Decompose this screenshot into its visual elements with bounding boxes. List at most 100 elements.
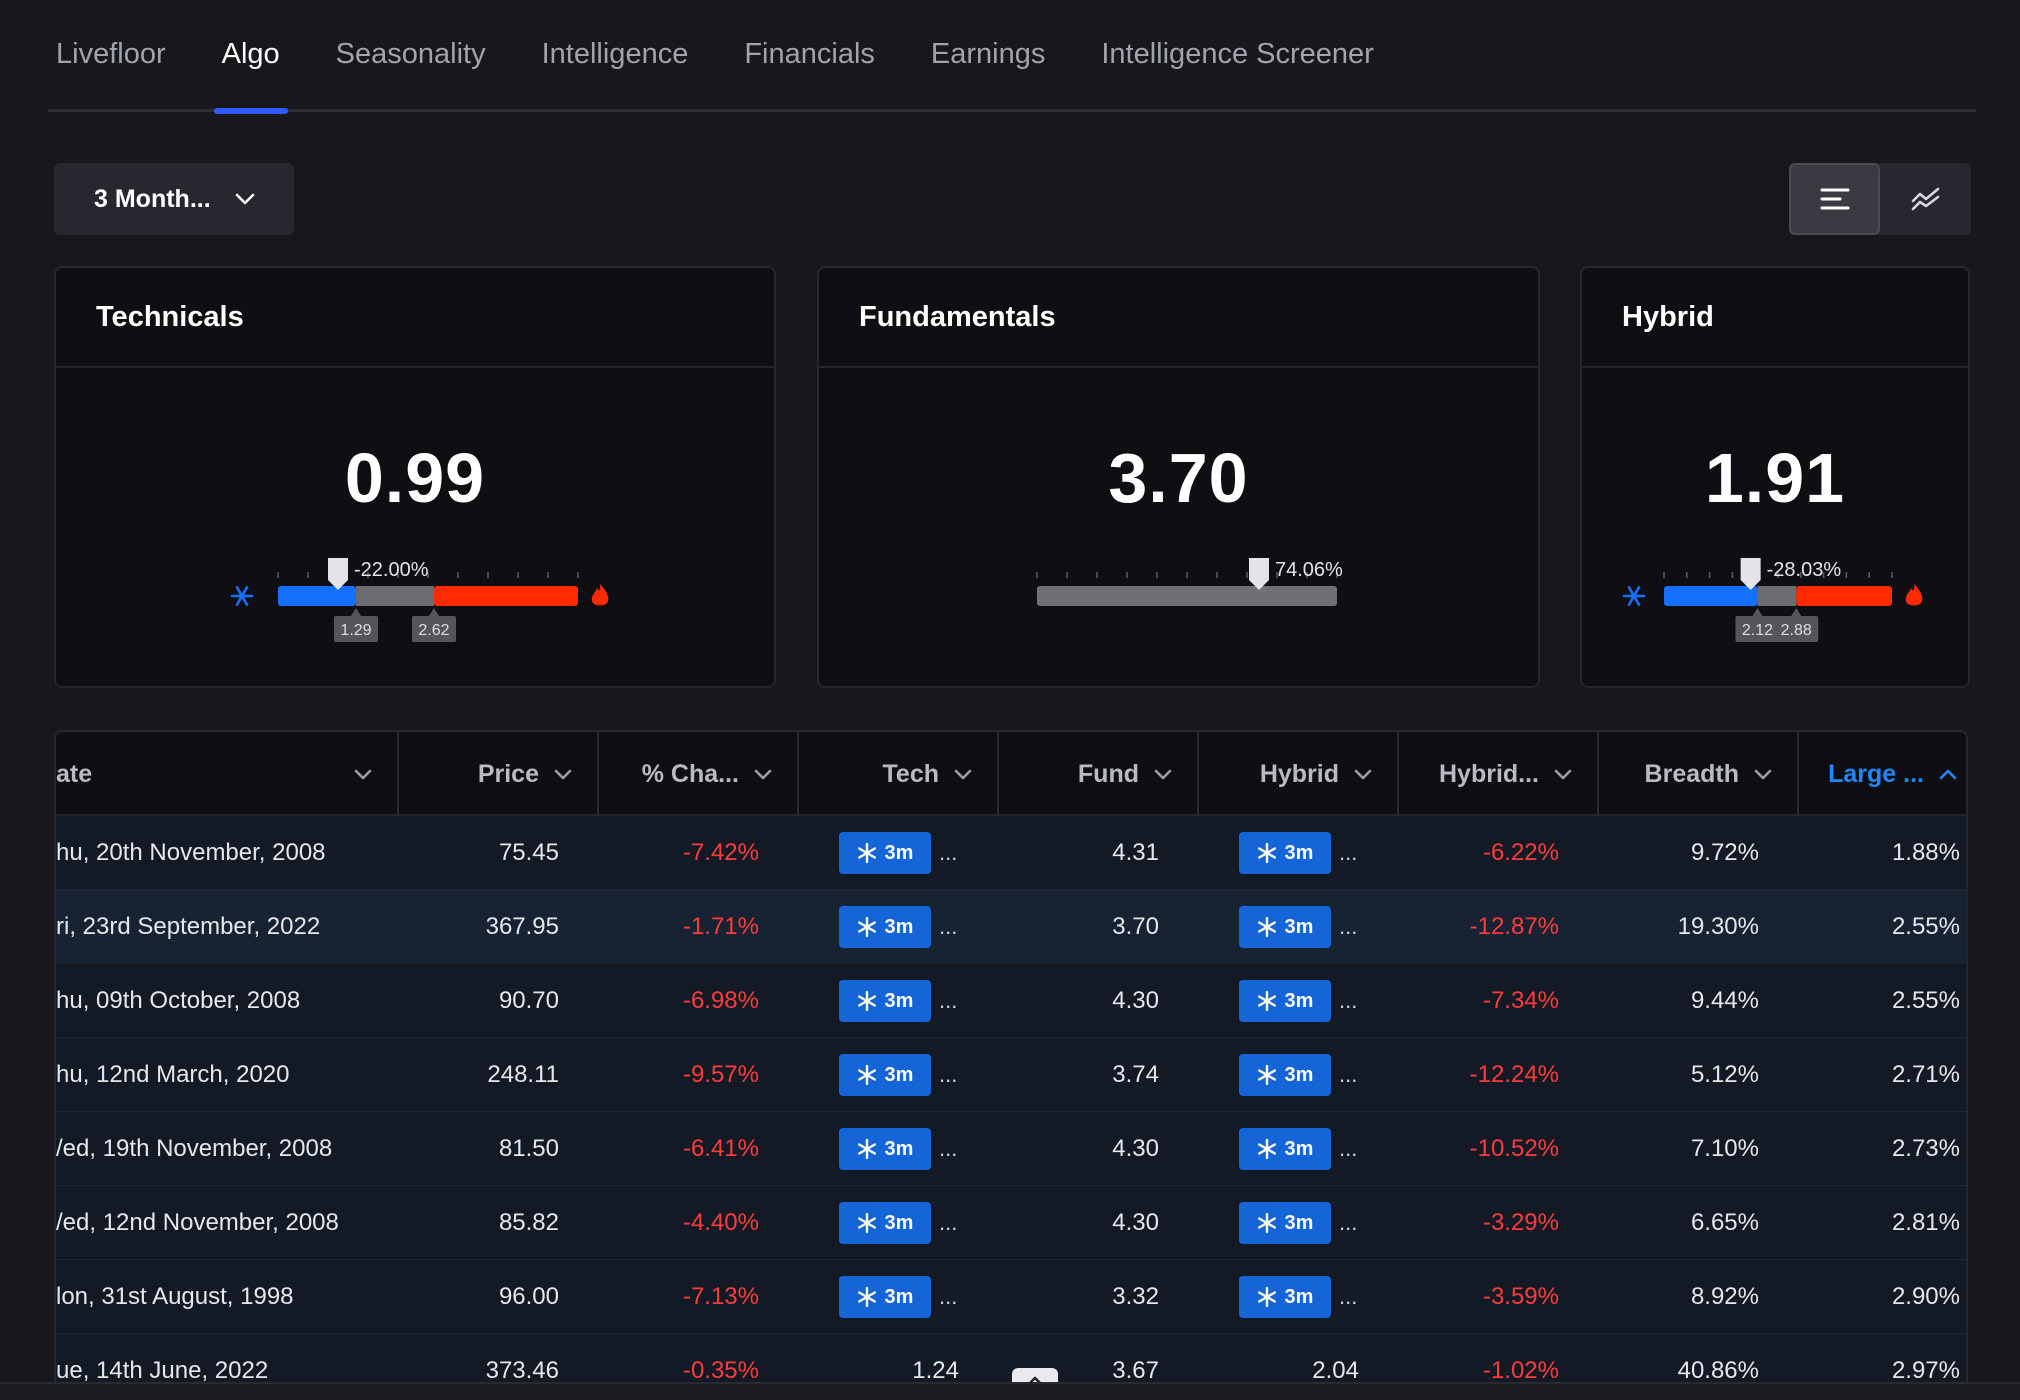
cell-price: 85.82 — [498, 1209, 559, 1236]
more-ellipsis[interactable]: ... — [939, 1136, 958, 1161]
cell-large: 2.81% — [1891, 1209, 1960, 1236]
more-ellipsis[interactable]: ... — [939, 914, 958, 939]
column-header-label: Hybrid — [1259, 759, 1339, 788]
cell-date: hu, 20th November, 2008 — [56, 839, 326, 866]
table-row[interactable]: ue, 14th June, 2022 373.46 -0.35% 1.24 3.67 2… — [56, 1334, 1966, 1398]
hybrid-title: Hybrid — [1582, 268, 1968, 368]
list-view-button[interactable] — [1789, 163, 1880, 235]
gauge-pointer — [1249, 558, 1269, 590]
chevron-down-icon — [1154, 769, 1172, 780]
table-row[interactable]: ri, 23rd September, 2022 367.95 -1.71% 3m..… — [56, 890, 1966, 964]
column-header-hybrid-pct[interactable]: Hybrid... — [1399, 732, 1599, 816]
view-mode-toggle — [1789, 163, 1971, 235]
tab-financials[interactable]: Financials — [744, 38, 875, 70]
chevron-down-icon — [354, 769, 372, 780]
column-header-large[interactable]: Large ... — [1799, 732, 1966, 816]
cell-large: 2.55% — [1891, 987, 1960, 1014]
table-row[interactable]: hu, 09th October, 2008 90.70 -6.98% 3m... 4.… — [56, 964, 1966, 1038]
hybrid-signal-badge[interactable]: 3m — [1239, 1202, 1331, 1244]
column-header-date[interactable]: ate — [56, 732, 399, 816]
more-ellipsis[interactable]: ... — [939, 840, 958, 865]
tab-intelligence[interactable]: Intelligence — [541, 38, 689, 70]
tech-signal-badge[interactable]: 3m — [839, 980, 931, 1022]
gauge-marker-arrow — [1752, 608, 1763, 616]
column-header-label: Hybrid... — [1438, 759, 1539, 788]
column-header-breadth[interactable]: Breadth — [1599, 732, 1799, 816]
chevron-up-icon — [1939, 769, 1957, 780]
table-row[interactable]: hu, 12nd March, 2020 248.11 -9.57% 3m... 3.7… — [56, 1038, 1966, 1112]
cell-tech: 1.24 — [912, 1357, 959, 1384]
fundamentals-score: 3.70 — [1108, 439, 1249, 517]
hybrid-signal-badge[interactable]: 3m — [1239, 1128, 1331, 1170]
badge-label: 3m — [1284, 1063, 1314, 1086]
chevron-down-icon — [1754, 769, 1772, 780]
period-dropdown[interactable]: 3 Month... — [54, 163, 294, 235]
more-ellipsis[interactable]: ... — [1339, 1210, 1358, 1235]
more-ellipsis[interactable]: ... — [1339, 1062, 1358, 1087]
tech-signal-badge[interactable]: 3m — [839, 906, 931, 948]
more-ellipsis[interactable]: ... — [939, 1284, 958, 1309]
column-header-fund[interactable]: Fund — [999, 732, 1199, 816]
gauge-marker-label: 2.88 — [1781, 622, 1812, 639]
badge-label: 3m — [1284, 915, 1314, 938]
more-ellipsis[interactable]: ... — [1339, 840, 1358, 865]
more-ellipsis[interactable]: ... — [1339, 914, 1358, 939]
gauge-pointer — [328, 558, 348, 590]
more-ellipsis[interactable]: ... — [1339, 1136, 1358, 1161]
badge-label: 3m — [1284, 989, 1314, 1012]
cell-large: 2.55% — [1891, 913, 1960, 940]
tech-signal-badge[interactable]: 3m — [839, 1128, 931, 1170]
gauge-pointer-label: -22.00% — [354, 559, 429, 581]
snowflake-icon — [1257, 1139, 1276, 1159]
column-header-label: Breadth — [1644, 759, 1739, 788]
tech-signal-badge[interactable]: 3m — [839, 832, 931, 874]
more-ellipsis[interactable]: ... — [939, 988, 958, 1013]
gauge-marker-box — [412, 616, 456, 642]
hybrid-signal-badge[interactable]: 3m — [1239, 832, 1331, 874]
tab-seasonality[interactable]: Seasonality — [335, 38, 486, 70]
tab-intelligence-screener[interactable]: Intelligence Screener — [1101, 38, 1374, 70]
table-row[interactable]: hu, 20th November, 2008 75.45 -7.42% 3m... 4… — [56, 816, 1966, 890]
table-row[interactable]: lon, 31st August, 1998 96.00 -7.13% 3m... 3.… — [56, 1260, 1966, 1334]
more-ellipsis[interactable]: ... — [939, 1062, 958, 1087]
column-header-label: ate — [56, 759, 93, 788]
hybrid-signal-badge[interactable]: 3m — [1239, 1054, 1331, 1096]
tab-earnings[interactable]: Earnings — [930, 38, 1046, 70]
hybrid-signal-badge[interactable]: 3m — [1239, 1276, 1331, 1318]
cell-hybrid: 3m... — [1199, 890, 1399, 964]
cell-pct-change: -1.71% — [682, 913, 759, 940]
more-ellipsis[interactable]: ... — [939, 1210, 958, 1235]
chart-view-button[interactable] — [1880, 163, 1971, 235]
cell-tech: 3m... — [799, 1112, 999, 1186]
fundamentals-gauge: 74.06% — [1027, 538, 1347, 638]
more-ellipsis[interactable]: ... — [1339, 988, 1358, 1013]
tech-signal-badge[interactable]: 3m — [839, 1054, 931, 1096]
cell-breadth: 5.12% — [1690, 1061, 1759, 1088]
column-header-pct-change[interactable]: % Cha... — [599, 732, 799, 816]
column-header-price[interactable]: Price — [399, 732, 599, 816]
cell-tech: 3m... — [799, 1186, 999, 1260]
tab-algo[interactable]: Algo — [213, 0, 288, 114]
technicals-score: 0.99 — [344, 439, 486, 517]
snowflake-icon — [857, 1139, 876, 1159]
technicals-title: Technicals — [56, 268, 774, 368]
column-header-label: Large ... — [1828, 759, 1924, 788]
table-row[interactable]: /ed, 12nd November, 2008 85.82 -4.40% 3m...… — [56, 1186, 1966, 1260]
cell-fund: 3.67 — [1112, 1357, 1159, 1384]
gauge-marker-arrow — [429, 608, 439, 616]
hybrid-signal-badge[interactable]: 3m — [1239, 906, 1331, 948]
column-header-hybrid[interactable]: Hybrid — [1199, 732, 1399, 816]
hybrid-signal-badge[interactable]: 3m — [1239, 980, 1331, 1022]
tech-signal-badge[interactable]: 3m — [839, 1202, 931, 1244]
tech-signal-badge[interactable]: 3m — [839, 1276, 931, 1318]
column-header-tech[interactable]: Tech — [799, 732, 999, 816]
align-left-lines-icon — [1820, 188, 1849, 210]
tab-livefloor[interactable]: Livefloor — [56, 38, 166, 70]
cell-fund: 4.31 — [1112, 839, 1159, 866]
column-header-label: Fund — [1077, 759, 1139, 788]
cell-date: hu, 12nd March, 2020 — [56, 1061, 290, 1088]
more-ellipsis[interactable]: ... — [1339, 1284, 1358, 1309]
table-row[interactable]: /ed, 19th November, 2008 81.50 -6.41% 3m...… — [56, 1112, 1966, 1186]
cell-breadth: 6.65% — [1690, 1209, 1759, 1236]
cell-hybrid: 3m... — [1199, 1038, 1399, 1112]
